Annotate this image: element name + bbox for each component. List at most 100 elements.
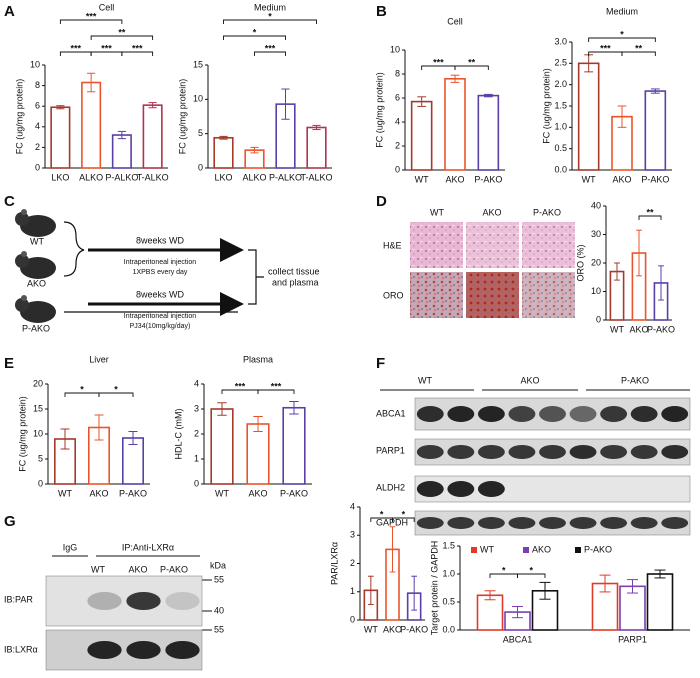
- bar: [444, 78, 466, 171]
- panel-letter: G: [4, 513, 16, 530]
- error-bar: [312, 124, 321, 131]
- micrograph: [466, 222, 519, 268]
- y-tick-label: 1.0: [554, 122, 567, 132]
- band: [165, 641, 200, 659]
- y-tick-label: 30: [591, 229, 601, 239]
- y-tick-label: 1.0: [442, 568, 455, 578]
- significance-label: ***: [265, 43, 276, 53]
- group-label: P-AKO: [22, 323, 50, 333]
- x-tick-label: PARP1: [618, 634, 647, 644]
- error-bar: [389, 526, 396, 573]
- y-tick-label: 3.0: [554, 36, 567, 46]
- significance-bracket: [121, 51, 154, 56]
- significance-bracket: [454, 65, 489, 70]
- y-tick-label: 1: [194, 453, 199, 463]
- significance-bracket: [392, 517, 415, 522]
- error-bar: [128, 431, 138, 445]
- panel-letter: B: [376, 3, 387, 20]
- significance-bracket: [588, 37, 656, 42]
- chart-title: Cell: [99, 2, 115, 12]
- y-tick-label: 2.5: [554, 58, 567, 68]
- row-label: H&E: [383, 240, 402, 250]
- chart-title: Liver: [89, 354, 109, 364]
- band: [416, 517, 444, 529]
- significance-label: **: [118, 27, 126, 37]
- y-tick-label: 0.5: [554, 143, 567, 153]
- error-bar: [484, 590, 496, 601]
- band: [416, 406, 444, 422]
- band: [477, 406, 505, 422]
- blot: [45, 575, 203, 627]
- x-tick-label: P-AKO: [647, 324, 675, 334]
- y-tick-label: 0.5: [442, 596, 455, 606]
- y-tick-label: 2: [194, 428, 199, 438]
- bar: [111, 134, 132, 169]
- legend-label: P-AKO: [584, 544, 612, 554]
- band: [508, 517, 536, 529]
- error-bar: [650, 88, 660, 94]
- micrograph: [522, 222, 575, 268]
- significance-label: *: [502, 565, 506, 575]
- chart-title: Plasma: [243, 354, 273, 364]
- legend-label: AKO: [532, 544, 551, 554]
- band: [630, 445, 658, 459]
- y-axis-label: ORO (%): [575, 244, 585, 281]
- panel-letter: F: [376, 355, 385, 372]
- group-label: WT: [30, 236, 44, 246]
- significance-label: ***: [70, 43, 81, 53]
- x-tick-label: P-AKO: [474, 174, 502, 184]
- band: [661, 445, 689, 459]
- band: [661, 517, 689, 529]
- significance-bracket: [638, 215, 662, 220]
- x-tick-label: AKO: [248, 488, 267, 498]
- bar: [81, 81, 102, 169]
- panel-letter: A: [4, 3, 15, 20]
- bar: [477, 94, 500, 171]
- error-bar: [56, 105, 65, 110]
- x-tick-label: WT: [610, 324, 624, 334]
- group-label: P-AKO: [621, 375, 649, 385]
- significance-bracket: [223, 35, 286, 40]
- significance-label: ***: [101, 43, 112, 53]
- legend-label: WT: [480, 544, 494, 554]
- error-bar: [250, 146, 259, 154]
- y-tick-label: 1: [350, 586, 355, 596]
- column-label: AKO: [482, 207, 501, 217]
- bar: [619, 585, 646, 631]
- label: PJ34(10mg/kg/day): [130, 323, 191, 330]
- significance-bracket: [517, 573, 546, 578]
- chart-title: Cell: [447, 16, 463, 26]
- y-tick-label: 5: [38, 453, 43, 463]
- row-label: ALDH2: [376, 482, 405, 492]
- x-tick-label: WT: [58, 488, 72, 498]
- row-label: IB:PAR: [4, 594, 33, 604]
- error-bar: [654, 569, 666, 579]
- label: Intraperitoneal injection: [124, 313, 196, 320]
- x-tick-label: LKO: [214, 172, 232, 182]
- legend-swatch: [471, 547, 477, 553]
- significance-label: *: [620, 29, 624, 39]
- row-label: PARP1: [376, 445, 405, 455]
- y-tick-label: 0: [395, 164, 400, 174]
- bar: [646, 573, 674, 631]
- label: and plasma: [272, 277, 319, 287]
- significance-label: ***: [132, 43, 143, 53]
- error-bar: [450, 74, 460, 83]
- error-bar: [117, 130, 126, 140]
- y-tick-label: 6: [395, 92, 400, 102]
- band: [569, 406, 597, 422]
- y-tick-label: 0: [350, 614, 355, 624]
- mouse: [15, 251, 56, 279]
- y-tick-label: 2: [350, 558, 355, 568]
- x-tick-label: WT: [582, 174, 596, 184]
- error-bar: [417, 96, 427, 107]
- y-tick-label: 4: [194, 378, 199, 388]
- lane-label: AKO: [128, 564, 147, 574]
- band: [569, 445, 597, 459]
- error-bar: [512, 605, 523, 619]
- y-tick-label: 10: [30, 59, 40, 69]
- y-tick-label: 10: [390, 44, 400, 54]
- y-tick-label: 2.0: [554, 79, 567, 89]
- significance-bracket: [98, 392, 134, 397]
